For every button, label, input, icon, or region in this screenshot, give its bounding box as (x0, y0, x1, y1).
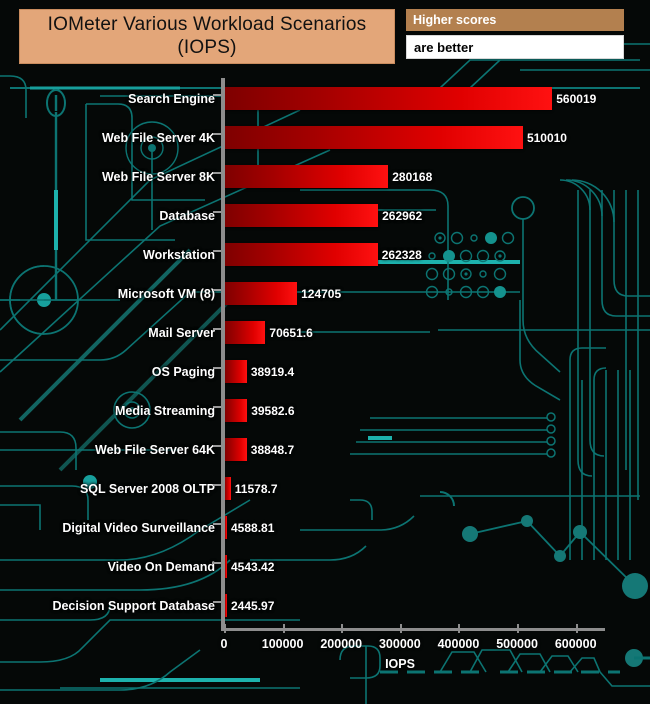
y-axis-tick (213, 445, 221, 447)
x-axis-tick-label: 600000 (554, 637, 597, 651)
chart-header: IOMeter Various Workload Scenarios (IOPS… (0, 0, 650, 72)
category-label: Web File Server 64K (95, 442, 215, 457)
bar-row: Workstation 262328 (0, 235, 650, 274)
bar-row: Digital Video Surveillance 4588.81 (0, 508, 650, 547)
bar-row: Video On Demand 4543.42 (0, 547, 650, 586)
chart-title-line1: IOMeter Various Workload Scenarios (47, 14, 367, 36)
bar-row: Web File Server 8K 280168 (0, 157, 650, 196)
x-axis-line (221, 628, 605, 631)
y-axis-tick (213, 328, 221, 330)
y-axis-tick (213, 133, 221, 135)
category-label: Microsoft VM (8) (117, 286, 215, 301)
bar-value-label: 560019 (556, 91, 597, 106)
bar (224, 87, 553, 110)
bar-value-label: 262962 (382, 208, 423, 223)
y-axis-line (221, 78, 225, 630)
note-are-better: are better (406, 35, 624, 59)
y-axis-tick (213, 211, 221, 213)
bar (224, 282, 298, 305)
category-label: OS Paging (151, 364, 215, 379)
bar (224, 360, 247, 383)
bar-row: SQL Server 2008 OLTP 11578.7 (0, 469, 650, 508)
category-label: Digital Video Surveillance (62, 520, 215, 535)
y-axis-tick (213, 250, 221, 252)
category-label: Decision Support Database (52, 598, 215, 613)
category-label: Video On Demand (107, 559, 215, 574)
x-axis-tick (341, 624, 344, 633)
y-axis-tick (213, 406, 221, 408)
bar-value-label: 70651.6 (269, 325, 313, 340)
x-axis-tick-label: 400000 (437, 637, 480, 651)
bar-value-label: 11578.7 (234, 481, 278, 496)
bar-value-label: 280168 (392, 169, 433, 184)
bar-row: Mail Server 70651.6 (0, 313, 650, 352)
bar-value-label: 2445.97 (231, 598, 275, 613)
y-axis-tick (213, 94, 221, 96)
x-axis-tick (575, 624, 578, 633)
x-axis-title: IOPS (385, 657, 415, 671)
bar-row: Search Engine 560019 (0, 79, 650, 118)
chart-title-box: IOMeter Various Workload Scenarios (IOPS… (19, 9, 395, 64)
category-label: SQL Server 2008 OLTP (79, 481, 215, 496)
bar (224, 399, 248, 422)
x-axis-tick-label: 100000 (261, 637, 304, 651)
bar-row: Microsoft VM (8) 124705 (0, 274, 650, 313)
bar-value-label: 38919.4 (250, 364, 295, 379)
bar-value-label: 4588.81 (231, 520, 275, 535)
x-axis-tick-label: 500000 (496, 637, 538, 651)
bar-value-label: 124705 (301, 286, 342, 301)
bar-chart-plot: Search Engine 560019 Web File Server 4K 510… (0, 72, 650, 704)
x-axis-tick (458, 624, 461, 633)
bar-value-label: 4543.42 (231, 559, 275, 574)
bar-value-label: 39582.6 (251, 403, 295, 418)
x-axis-tick-label: 200000 (320, 637, 363, 651)
x-axis-tick-label: 300000 (378, 637, 421, 651)
x-axis-tick (282, 624, 285, 633)
y-axis-tick (213, 172, 221, 174)
bar-row: Web File Server 4K 510010 (0, 118, 650, 157)
category-label: Web File Server 4K (101, 130, 215, 145)
y-axis-tick (213, 367, 221, 369)
bar (224, 204, 379, 227)
bar (224, 126, 523, 149)
category-label: Workstation (143, 247, 215, 262)
y-axis-tick (213, 523, 221, 525)
y-axis-tick (213, 289, 221, 291)
bar-row: Web File Server 64K 38848.7 (0, 430, 650, 469)
y-axis-tick (213, 562, 221, 564)
bar-row: Database 262962 (0, 196, 650, 235)
y-axis-tick (213, 601, 221, 603)
bar (224, 165, 389, 188)
category-label: Database (159, 208, 215, 223)
x-axis-tick (224, 624, 226, 633)
bar-value-label: 262328 (381, 247, 422, 262)
category-label: Media Streaming (114, 403, 215, 418)
x-axis-tick (399, 624, 402, 633)
bar-row: OS Paging 38919.4 (0, 352, 650, 391)
bar (224, 477, 231, 500)
x-axis-tick (517, 624, 520, 633)
bar (224, 438, 247, 461)
note-higher-scores: Higher scores (406, 9, 624, 31)
category-label: Mail Server (148, 325, 215, 340)
category-label: Search Engine (128, 91, 215, 106)
chart-title-line2: (IOPS) (177, 36, 237, 58)
bar (224, 321, 266, 344)
bar-row: Media Streaming 39582.6 (0, 391, 650, 430)
y-axis-tick (213, 484, 221, 486)
bar-value-label: 510010 (526, 130, 567, 145)
bar-row: Decision Support Database 2445.97 (0, 586, 650, 625)
x-axis-tick-label: 0 (220, 637, 228, 651)
bar (224, 243, 378, 266)
bar-value-label: 38848.7 (250, 442, 295, 457)
category-label: Web File Server 8K (101, 169, 215, 184)
